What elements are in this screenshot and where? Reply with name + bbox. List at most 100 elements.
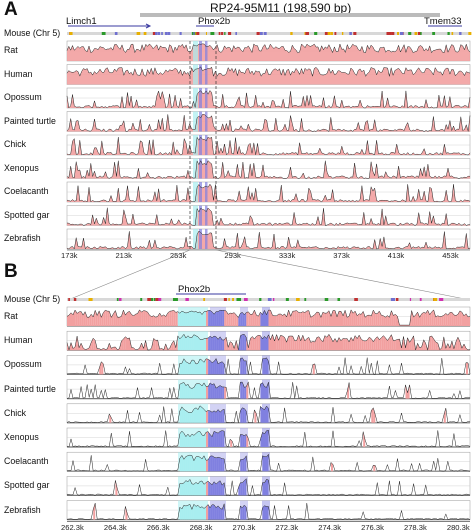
conservation-fill <box>117 317 119 326</box>
annotation-mark <box>264 32 267 35</box>
conservation-fill <box>186 384 188 398</box>
conservation-fill <box>345 339 347 351</box>
conservation-fill <box>353 311 355 326</box>
annotation-mark <box>389 32 391 35</box>
annotation-mark <box>203 298 205 301</box>
conservation-fill <box>369 315 371 326</box>
conservation-fill <box>194 433 196 447</box>
conservation-fill <box>194 335 196 351</box>
conservation-fill <box>289 336 291 350</box>
conservation-fill <box>198 457 200 472</box>
annotation-mark <box>290 32 292 35</box>
conservation-fill <box>307 311 309 326</box>
conservation-fill <box>204 483 206 496</box>
conservation-fill <box>146 311 148 326</box>
annotation-mark <box>74 298 76 301</box>
conservation-fill <box>240 483 242 496</box>
conservation-fill <box>194 504 196 519</box>
annotation-mark <box>452 32 454 35</box>
conservation-fill <box>244 361 246 375</box>
annotation-mark <box>273 298 274 301</box>
exon-highlight <box>205 206 208 226</box>
conservation-fill <box>305 311 307 326</box>
conservation-fill <box>222 310 224 326</box>
conservation-fill <box>325 336 327 351</box>
conservation-fill <box>218 431 220 447</box>
conservation-fill <box>210 310 212 326</box>
annotation-mark <box>173 298 178 301</box>
conservation-fill <box>333 311 335 327</box>
conservation-fill <box>244 387 246 399</box>
conservation-fill <box>212 336 214 350</box>
conservation-fill <box>242 408 244 423</box>
conservation-fill <box>258 335 260 350</box>
clone-bar <box>140 13 440 17</box>
conservation-fill <box>144 311 146 326</box>
conservation-fill <box>190 455 192 471</box>
conservation-fill <box>218 310 220 326</box>
conservation-fill <box>291 336 293 350</box>
annotation-mark <box>304 298 306 301</box>
annotation-mark <box>144 32 147 35</box>
conservation-fill <box>194 408 196 423</box>
annotation-mark <box>268 298 272 301</box>
annotation-mark <box>165 32 167 35</box>
conservation-fill <box>230 313 232 326</box>
conservation-fill <box>208 359 210 374</box>
conservation-fill <box>188 363 190 375</box>
annotation-mark <box>328 32 331 35</box>
conservation-fill <box>202 435 204 447</box>
conservation-fill <box>242 435 244 447</box>
conservation-fill <box>265 336 267 350</box>
annotation-mark <box>260 32 261 35</box>
conservation-fill <box>216 312 218 326</box>
annotation-mark <box>117 298 119 301</box>
annotation-mark <box>196 32 199 35</box>
conservation-fill <box>178 312 180 326</box>
conservation-fill <box>311 316 313 326</box>
conservation-fill <box>198 432 200 447</box>
conservation-fill <box>174 310 176 326</box>
annotation-mark <box>415 32 418 35</box>
conservation-fill <box>194 482 196 495</box>
conservation-fill <box>381 315 383 326</box>
exon-highlight <box>199 229 202 249</box>
utr-highlight <box>193 65 198 85</box>
annotation-mark <box>68 298 70 301</box>
conservation-fill <box>190 311 192 326</box>
annotation-mark <box>391 32 393 35</box>
annotation-mark <box>119 298 122 301</box>
conservation-fill <box>256 335 258 350</box>
conservation-fill <box>398 339 400 350</box>
conservation-fill <box>184 505 186 519</box>
conservation-fill <box>192 311 194 326</box>
conservation-fill <box>267 479 269 495</box>
conservation-fill <box>204 338 206 350</box>
conservation-fill <box>224 310 226 326</box>
conservation-fill <box>375 314 377 326</box>
conservation-fill <box>184 312 186 326</box>
conservation-fill <box>293 311 295 326</box>
annotation-mark <box>228 298 229 301</box>
annotation-mark <box>158 32 160 35</box>
utr-highlight <box>193 41 198 61</box>
conservation-fill <box>208 310 210 326</box>
conservation-fill <box>190 388 192 399</box>
conservation-fill <box>192 434 194 447</box>
conservation-fill <box>170 311 172 326</box>
conservation-fill <box>206 460 208 471</box>
conservation-fill <box>186 481 188 496</box>
conservation-fill <box>196 384 198 399</box>
exon-highlight <box>205 65 208 85</box>
conservation-fill <box>393 314 395 326</box>
conservation-fill <box>301 312 303 326</box>
conservation-fill <box>240 312 242 326</box>
conservation-fill <box>206 338 208 350</box>
annotation-mark <box>221 32 223 35</box>
conservation-fill <box>242 459 244 472</box>
conservation-fill <box>206 432 208 447</box>
conservation-fill <box>240 460 242 472</box>
conservation-fill <box>200 481 202 495</box>
conservation-fill <box>220 508 222 519</box>
annotation-mark <box>400 32 403 35</box>
